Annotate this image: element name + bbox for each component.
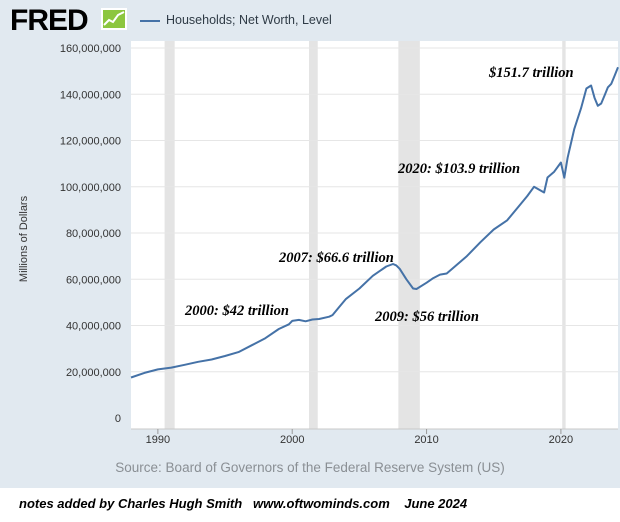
annotation-label: 2009: $56 trillion (374, 309, 479, 325)
recession-bands (164, 41, 566, 429)
recession-band (309, 41, 318, 429)
y-tick-label: 80,000,000 (66, 228, 121, 240)
y-tick-label: 100,000,000 (60, 182, 121, 194)
x-tick-label: 1990 (146, 434, 170, 446)
series-group (130, 66, 619, 379)
annotation-label: 2000: $42 trillion (184, 303, 289, 319)
annotations: $151.7 trillion 2020: $103.9 trillion 2007… (184, 65, 574, 325)
y-axis-label: Millions of Dollars (18, 195, 30, 282)
y-tick-label: 40,000,000 (66, 321, 121, 333)
series-line (130, 66, 619, 379)
y-axis-ticks: 0 20,000,000 40,000,000 60,000,000 80,000,00… (60, 43, 121, 425)
annotation-label: $151.7 trillion (488, 65, 574, 81)
line-chart: 0 20,000,000 40,000,000 60,000,000 80,000,00… (18, 41, 619, 446)
annotation-label: 2007: $66.6 trillion (278, 250, 394, 266)
recession-band (164, 41, 175, 429)
plot-area (131, 41, 618, 429)
chart-legend: Households; Net Worth, Level (140, 13, 332, 27)
recession-band (562, 41, 566, 429)
annotation-label: 2020: $103.9 trillion (397, 161, 520, 177)
y-tick-label: 140,000,000 (60, 89, 121, 101)
y-tick-label: 0 (115, 413, 121, 425)
footer-note: notes added by Charles Hugh Smith www.of… (19, 496, 468, 511)
source-text[interactable]: Source: Board of Governors of the Federa… (115, 460, 505, 475)
y-tick-label: 160,000,000 (60, 43, 121, 55)
x-tick-label: 2010 (414, 434, 438, 446)
x-tick-label: 2000 (280, 434, 304, 446)
y-tick-label: 120,000,000 (60, 136, 121, 148)
recession-band (398, 41, 420, 429)
legend-label: Households; Net Worth, Level (166, 13, 332, 27)
legend-line-swatch (140, 19, 160, 22)
y-tick-label: 60,000,000 (66, 274, 121, 286)
fred-logo[interactable]: FRED (10, 4, 89, 37)
y-tick-label: 20,000,000 (66, 367, 121, 379)
fred-logo-graph-icon (101, 8, 127, 30)
x-axis-ticks: 1990 2000 2010 2020 (131, 428, 618, 446)
gridlines (131, 47, 618, 373)
x-tick-label: 2020 (549, 434, 573, 446)
